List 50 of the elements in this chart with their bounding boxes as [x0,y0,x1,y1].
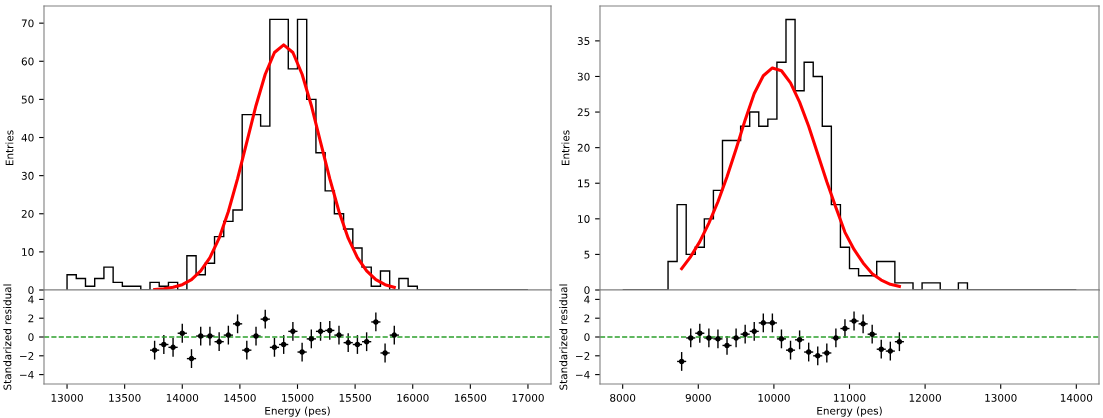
y-tick-label: −2 [576,352,590,360]
y-tick-label: 70 [21,19,34,28]
line-series [153,43,396,290]
x-axis-title: Energy (pes) [265,406,330,417]
y-tick-label: 0 [28,286,34,295]
y-tick-label: −2 [20,352,34,360]
x-tick-label: 16000 [397,393,429,402]
y-tick-label: 15 [578,179,590,188]
x-tick-label: 17000 [512,393,544,402]
y-axis-title: Standarized residual [559,284,568,390]
x-tick-label: 11000 [834,393,866,402]
x-tick-label: 14500 [224,393,256,402]
y-tick-label: 0 [584,333,590,342]
y-tick-label: 10 [578,215,590,223]
y-tick-label: 35 [577,37,590,45]
y-tick-label: 2 [28,314,34,323]
y-tick-label: 50 [21,95,34,104]
y-tick-label: 2 [584,314,590,323]
x-tick-label: 12000 [909,393,941,402]
y-tick-label: 10 [22,248,34,256]
x-tick-label: 8000 [610,393,636,402]
y-tick-label: −4 [576,370,590,379]
y-tick-label: 5 [584,250,590,259]
y-axis-title: Entries [561,130,570,166]
y-tick-label: 4 [584,295,590,304]
x-tick-label: 13000 [51,393,83,402]
x-tick-label: 9000 [685,393,711,402]
y-tick-label: 0 [28,333,34,342]
x-tick-label: 14000 [166,393,199,402]
y-tick-label: 25 [577,108,590,117]
x-tick-label: 14000 [1060,393,1093,402]
y-axis-title: Entries [5,130,14,166]
y-tick-label: 40 [21,133,34,142]
x-tick-label: 13500 [109,393,141,402]
y-tick-label: 20 [577,143,590,152]
y-tick-label: −4 [20,370,34,379]
x-tick-label: 10000 [758,393,790,402]
y-axis-title: Standarized residual [3,284,12,390]
y-tick-label: 4 [28,295,34,304]
y-tick-label: 60 [21,57,34,66]
x-axis-title: Energy (pes) [817,406,882,417]
x-tick-label: 16500 [454,393,487,402]
line-series [680,66,901,288]
y-tick-label: 20 [21,209,34,218]
y-tick-label: 30 [577,72,590,81]
y-tick-label: 0 [584,286,590,295]
x-tick-label: 15500 [339,393,371,402]
x-tick-label: 15000 [282,393,314,402]
x-tick-label: 13000 [985,393,1017,402]
y-tick-label: 30 [21,171,34,180]
